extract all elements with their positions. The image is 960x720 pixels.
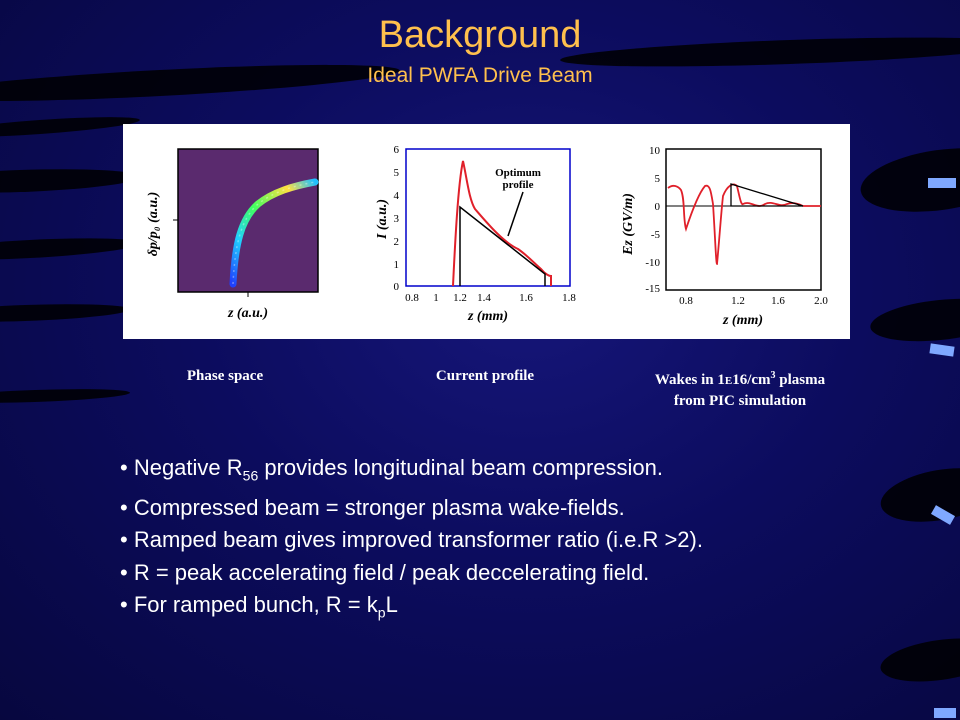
current-ytick-6: 6 xyxy=(394,144,400,156)
caption-wakes: Wakes in 1E16/cm3 plasma from PIC simula… xyxy=(590,366,890,411)
optimum-label-line2: profile xyxy=(503,179,534,191)
phase-space-beam-highlight xyxy=(232,181,316,285)
slide-subtitle: Ideal PWFA Drive Beam xyxy=(367,64,593,87)
figure-svg: z (a.u.) δp/p₀ (a.u.) 6 5 4 3 2 1 0 0.8 … xyxy=(146,144,828,328)
bullet-text: • For ramped bunch, R = k xyxy=(120,592,378,618)
bullet-item: • Ramped beam gives improved transformer… xyxy=(120,527,703,553)
caption-wakes-line2: from PIC simulation xyxy=(673,393,807,409)
wakes-xtick: 1.6 xyxy=(771,295,785,307)
bullet-text: provides longitudinal beam compression. xyxy=(258,455,664,480)
bullet-text: L xyxy=(385,592,398,618)
bullet-item: • For ramped bunch, R = kpL xyxy=(120,589,703,629)
wakes-plot: 10 5 0 -5 -10 -15 0.8 1.2 1.6 2.0 z (mm)… xyxy=(621,145,828,328)
wakes-ideal-triangle xyxy=(730,183,804,207)
background-accent xyxy=(929,343,955,357)
caption-wakes-density: 16/cm xyxy=(732,372,771,388)
caption-wakes-exp-marker: E xyxy=(724,375,733,387)
wakes-ytick: 10 xyxy=(649,145,661,157)
wakes-ylabel: Ez (GV/m) xyxy=(621,193,636,256)
background-streak xyxy=(877,631,960,689)
current-profile-plot: 6 5 4 3 2 1 0 0.8 1 1.2 1.4 1.6 1.8 Opti… xyxy=(375,144,576,324)
caption-current-profile: Current profile xyxy=(435,368,535,384)
current-ytick-3: 3 xyxy=(394,213,400,225)
caption-wakes-line1: Wakes in 1E16/cm3 plasma xyxy=(590,366,890,391)
current-measured-curve xyxy=(452,160,552,287)
phase-space-ylabel: δp/p₀ (a.u.) xyxy=(146,192,161,257)
bullet-item: • Negative R56 provides longitudinal bea… xyxy=(120,452,703,492)
wakes-xtick: 0.8 xyxy=(679,295,693,307)
background-accent xyxy=(934,708,956,718)
bullet-subscript: 56 xyxy=(242,467,259,484)
phase-space-beam xyxy=(229,178,319,288)
wakes-ytick: 5 xyxy=(655,173,661,185)
wakes-ytick: -5 xyxy=(651,229,661,241)
wakes-ytick: -15 xyxy=(645,283,660,295)
background-streak xyxy=(0,113,141,141)
current-ytick-5: 5 xyxy=(394,167,400,179)
wakes-xtick: 2.0 xyxy=(814,295,828,307)
current-ytick-4: 4 xyxy=(394,190,400,202)
current-ytick-0: 0 xyxy=(394,281,400,293)
wakes-ytick: -10 xyxy=(645,257,660,269)
phase-space-xlabel: z (a.u.) xyxy=(227,306,268,321)
background-streak xyxy=(0,165,141,197)
caption-wakes-plasma: plasma xyxy=(775,372,826,388)
current-xtick: 1.2 xyxy=(453,292,467,304)
current-ytick-2: 2 xyxy=(394,236,400,248)
bullet-item: • Compressed beam = stronger plasma wake… xyxy=(120,494,625,520)
wakes-field-curve xyxy=(667,183,821,265)
bullet-text: • Negative R xyxy=(120,455,243,480)
caption-wakes-sup: 3 xyxy=(770,370,776,381)
caption-wakes-text: Wakes in 1 xyxy=(654,372,725,388)
figure-panel: z (a.u.) δp/p₀ (a.u.) 6 5 4 3 2 1 0 0.8 … xyxy=(123,124,850,339)
wakes-ytick: 0 xyxy=(655,201,661,213)
background-streak xyxy=(0,386,131,406)
slide-title: Background xyxy=(378,14,582,56)
current-xtick: 1.8 xyxy=(562,292,576,304)
current-xtick: 1.6 xyxy=(519,292,533,304)
wakes-xlabel: z (mm) xyxy=(722,313,763,328)
bullet-list: • Negative R56 provides longitudinal bea… xyxy=(120,452,703,629)
background-streak xyxy=(0,301,131,325)
background-streak xyxy=(0,234,141,264)
current-optimum-profile xyxy=(459,205,546,286)
phase-space-plot: z (a.u.) δp/p₀ (a.u.) xyxy=(146,148,319,321)
current-xtick: 0.8 xyxy=(405,292,419,304)
bullet-item: • R = peak accelerating field / peak dec… xyxy=(120,559,650,585)
caption-phase-space: Phase space xyxy=(186,368,264,384)
current-xtick: 1 xyxy=(433,292,439,304)
wakes-frame xyxy=(665,148,822,291)
optimum-label-line1: Optimum xyxy=(495,167,541,179)
current-xtick: 1.4 xyxy=(477,292,491,304)
current-xlabel: z (mm) xyxy=(467,309,508,324)
background-streak xyxy=(868,292,960,348)
bullet-subscript: p xyxy=(377,604,386,621)
background-accent xyxy=(928,178,956,188)
wakes-xtick: 1.2 xyxy=(731,295,745,307)
current-profile-frame xyxy=(405,148,571,287)
optimum-arrow xyxy=(507,191,524,237)
current-ytick-1: 1 xyxy=(394,259,400,271)
current-ylabel: I (a.u.) xyxy=(375,199,390,240)
